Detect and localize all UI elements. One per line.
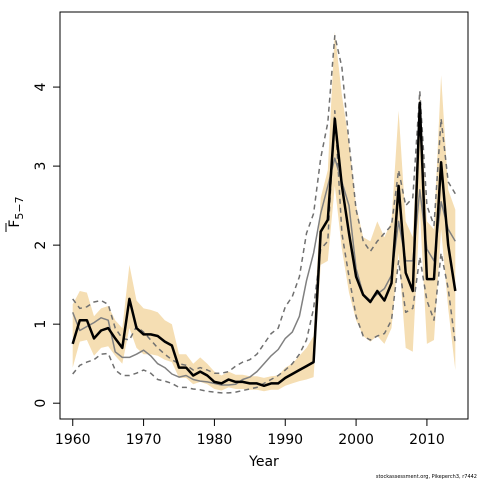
reference-lower-dashed-line	[72, 110, 457, 394]
y-axis-title: F5−7	[5, 196, 26, 232]
y-tick-label: 4	[33, 83, 49, 92]
y-tick-label: 0	[33, 399, 49, 408]
confidence-band-layer	[72, 31, 456, 392]
svg-text:F5−7: F5−7	[7, 196, 26, 227]
confidence-band	[72, 31, 456, 392]
x-tick-label: 2000	[338, 432, 374, 448]
y-axis-title-main: F	[7, 220, 23, 228]
x-tick-label: 1990	[267, 432, 303, 448]
y-axis: 0 1 2 3 4	[33, 83, 60, 408]
y-tick-label: 1	[33, 320, 49, 329]
x-tick-label: 1980	[197, 432, 233, 448]
credit-text: stockassessment.org, Pikeperch3, r7442	[376, 474, 477, 480]
x-axis: 1960 1970 1980 1990 2000 2010	[55, 419, 445, 448]
series-lines-layer	[71, 34, 457, 394]
x-tick-label: 2010	[409, 432, 445, 448]
y-tick-label: 3	[33, 162, 49, 171]
y-tick-label: 2	[33, 241, 49, 250]
x-axis-title: Year	[248, 454, 279, 470]
y-axis-title-subscript: 5−7	[13, 196, 26, 219]
plot-frame	[59, 11, 469, 420]
x-tick-label: 1960	[55, 432, 91, 448]
estimate-line	[71, 101, 457, 388]
x-tick-label: 1970	[126, 432, 162, 448]
